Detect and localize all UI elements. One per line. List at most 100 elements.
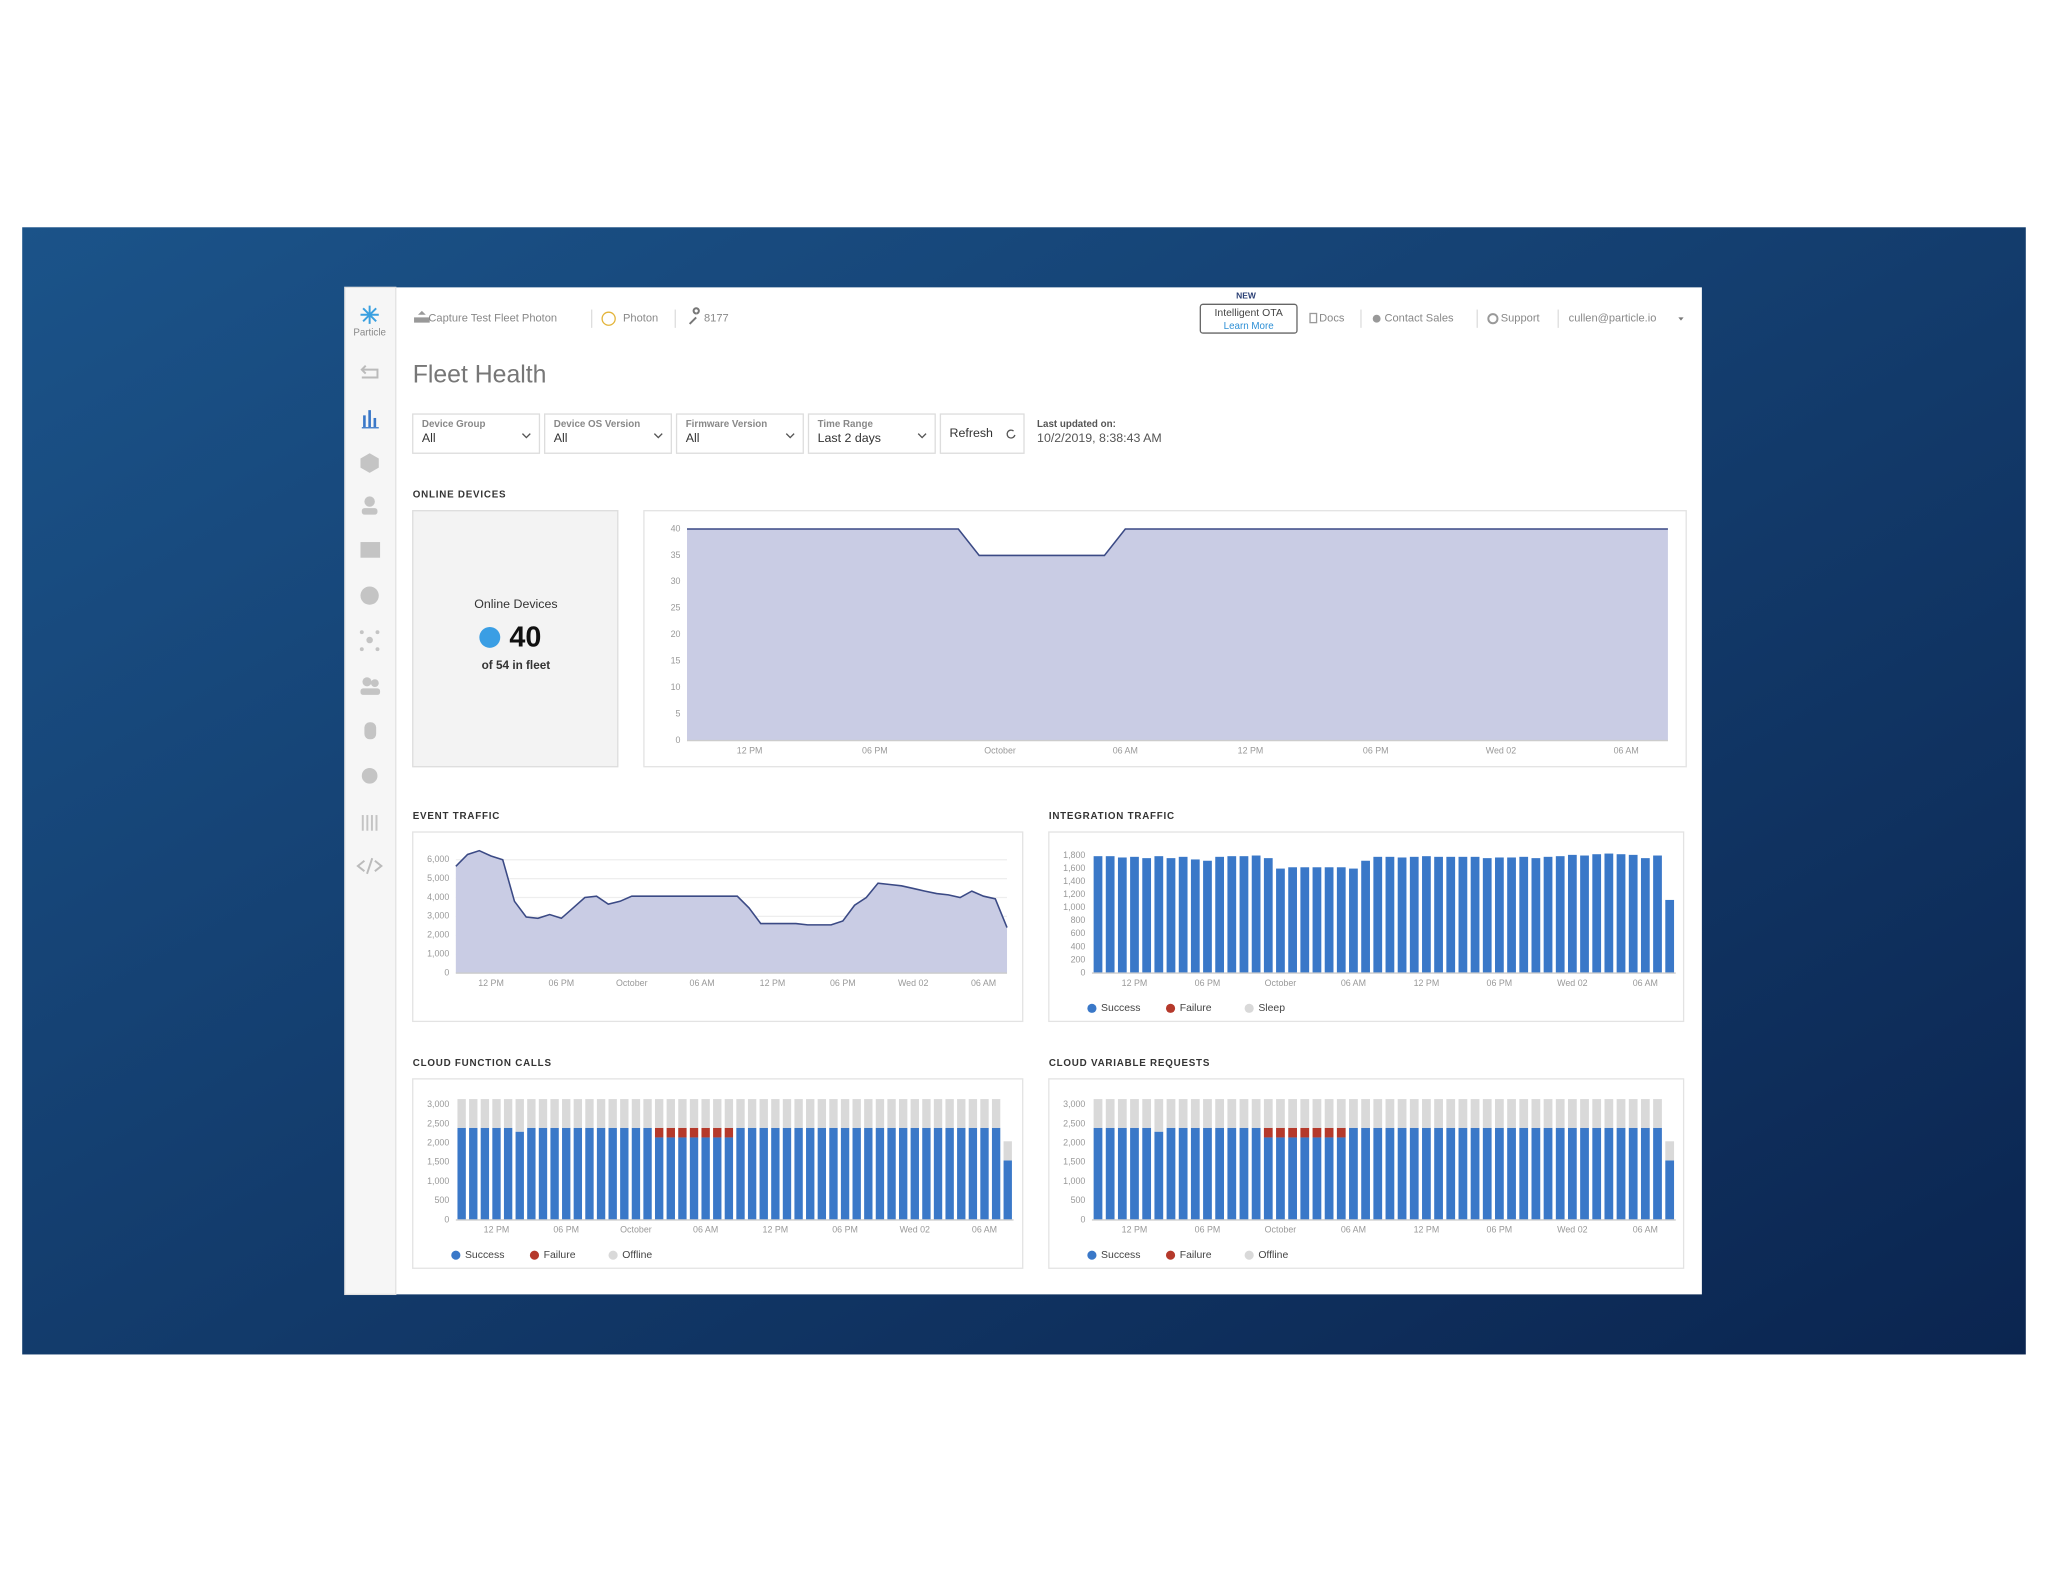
user-menu[interactable]: cullen@particle.io [1569,313,1657,325]
logo[interactable]: Particle [353,305,386,339]
analytics-icon[interactable] [361,410,379,429]
bar-segment [666,1099,675,1128]
bar-segment [1434,1127,1443,1220]
bar-segment [1288,1127,1297,1138]
legend-label: Offline [1258,1250,1288,1261]
bar-segment [1324,867,1334,974]
bar-segment [1349,1127,1358,1220]
back-icon[interactable] [360,365,379,379]
bar-segment [1507,857,1516,974]
bar-segment [1178,1127,1188,1220]
bar-segment [1312,1099,1322,1128]
bar-segment [898,1127,908,1220]
x-tick-label: 06 PM [1487,1225,1513,1235]
network-icon[interactable] [359,630,380,652]
bar-segment [503,1127,513,1220]
bar-segment [503,1099,513,1128]
bar-segment [1288,1099,1297,1128]
x-tick-label: 06 AM [1614,745,1639,755]
summary-sub: of 54 in fleet [482,659,551,672]
bar-segment [1458,1099,1468,1128]
y-tick-label: 2,000 [1063,1138,1085,1148]
bar-segment [678,1099,687,1128]
bar-segment [1336,867,1346,974]
nav-link[interactable]: Docs [1319,313,1345,325]
bar-segment [852,1127,861,1220]
y-tick-label: 0 [444,1214,449,1224]
x-tick-label: 06 AM [971,978,996,988]
user-icon[interactable] [361,496,378,515]
bar-segment [1178,856,1188,974]
nav-link[interactable]: Contact Sales [1384,313,1454,325]
sidebar [344,286,397,1296]
bar-segment [1215,1099,1225,1128]
settings-icon[interactable] [361,768,378,784]
summary-label: Online Devices [474,597,557,611]
filter-value: All [686,431,700,445]
legend-swatch [1165,1003,1176,1013]
y-tick-label: 1,400 [1063,876,1085,886]
billing-icon[interactable] [361,815,378,831]
bar-segment [1324,1137,1334,1220]
bar-segment [1470,1099,1480,1128]
team-icon[interactable] [360,677,381,695]
section-title: CLOUD VARIABLE REQUESTS [1049,1058,1210,1069]
products-icon[interactable] [360,453,379,473]
sim-icon[interactable] [364,722,377,740]
events-icon[interactable] [360,586,379,605]
bar-segment [1543,1127,1553,1220]
bar-segment [724,1137,734,1220]
filter[interactable]: Time Range Last 2 days [807,413,936,454]
y-tick-label: 10 [671,682,681,692]
bar-segment [1543,856,1553,974]
nav-link[interactable]: Support [1501,313,1540,325]
filter[interactable]: Device Group All [412,413,541,454]
legend-label: Offline [622,1250,652,1261]
y-tick-label: 1,200 [1063,889,1085,899]
bar-segment [1495,1099,1504,1128]
filter[interactable]: Device OS Version All [544,413,672,454]
ota-link[interactable]: Learn More [1224,321,1274,332]
new-badge: NEW [1236,291,1256,301]
docs-icon [1309,312,1318,324]
refresh-button[interactable]: Refresh [939,413,1025,454]
y-tick-label: 5 [676,708,681,718]
bar-segment [1239,1099,1249,1128]
console-icon[interactable] [360,542,381,558]
breadcrumb[interactable]: 8177 [704,313,729,325]
legend-swatch [451,1250,461,1260]
x-tick-label: 12 PM [478,978,504,988]
bar-segment [1130,1127,1139,1220]
ota-button[interactable]: Intelligent OTA Learn More [1199,303,1298,334]
y-tick-label: 1,600 [1063,863,1085,873]
bar-segment [980,1127,989,1220]
filter[interactable]: Firmware Version All [675,413,804,454]
x-tick-label: 06 PM [553,1225,579,1235]
bar-segment [1567,1099,1577,1128]
bar-segment [1349,868,1358,974]
bar-segment [1239,856,1249,974]
x-tick-label: October [616,978,648,988]
filter-label: Device OS Version [554,419,640,430]
y-tick-label: 15 [671,656,681,666]
bar-segment [1653,1099,1662,1128]
breadcrumb[interactable]: Photon [623,313,658,325]
bar-segment [1154,856,1164,974]
y-tick-label: 0 [444,967,449,977]
bar-segment [1604,1127,1614,1220]
area-line [687,528,1668,557]
support-icon [1487,313,1499,325]
breadcrumb[interactable]: Capture Test Fleet Photon [428,313,557,325]
bar-segment [991,1099,1001,1128]
bar-segment [1543,1099,1553,1128]
bar-segment [817,1127,827,1220]
bar-segment [1665,1141,1675,1161]
bar-segment [1190,1099,1200,1128]
legend-swatch [1165,1250,1176,1260]
bar-segment [1300,867,1310,974]
bar-segment [1263,1137,1273,1220]
bar-segment [1361,1127,1370,1220]
bar-segment [864,1099,873,1128]
x-tick-label: 06 AM [690,978,715,988]
code-icon[interactable] [356,857,383,875]
